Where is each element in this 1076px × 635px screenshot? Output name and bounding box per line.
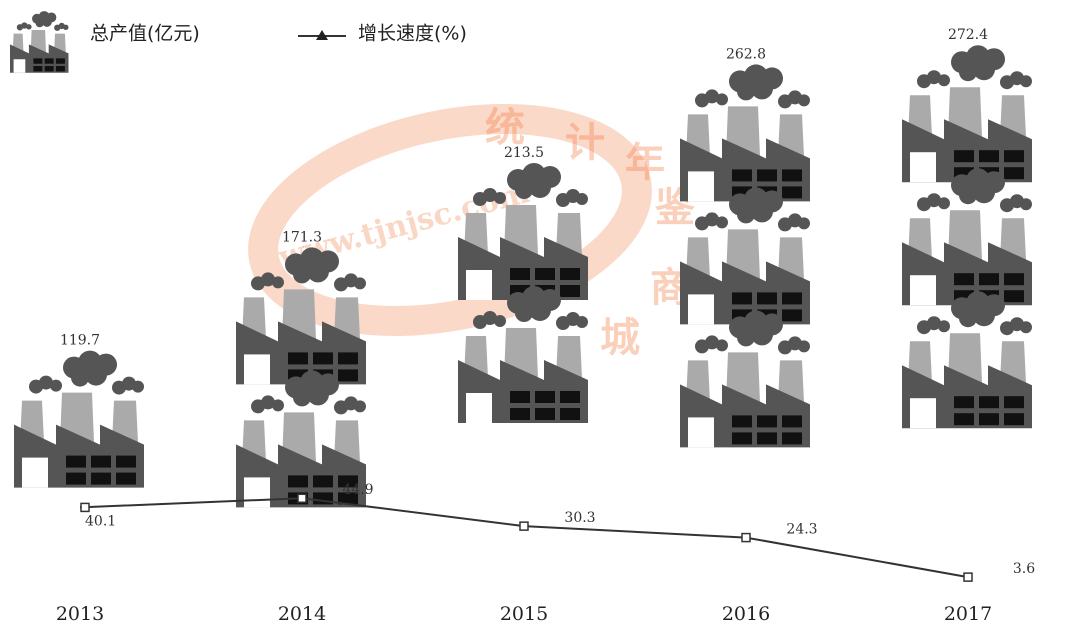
growth-marker xyxy=(963,572,973,582)
growth-marker xyxy=(297,493,307,503)
watermark-ring xyxy=(248,104,652,336)
growth-label: 24.3 xyxy=(786,522,817,538)
value-label: 119.7 xyxy=(60,333,100,349)
legend: 总产值(亿元) 增长速度(%) xyxy=(10,11,467,73)
growth-line xyxy=(79,497,969,579)
growth-marker xyxy=(80,502,90,513)
watermark: 年 xyxy=(625,140,665,186)
factory-icon xyxy=(902,168,1032,306)
x-tick-label: 2017 xyxy=(944,603,992,625)
factory-stack xyxy=(902,45,1032,429)
value-label: 213.5 xyxy=(504,145,544,161)
factory-icon xyxy=(458,163,588,300)
value-label: 272.4 xyxy=(948,27,988,43)
value-label: 171.3 xyxy=(282,229,322,245)
watermark: 城 xyxy=(600,315,640,361)
watermark: 统 xyxy=(485,105,525,151)
x-tick-label: 2016 xyxy=(722,603,770,625)
growth-label: 44.9 xyxy=(342,482,373,498)
factory-icon xyxy=(902,291,1032,429)
factory-icon xyxy=(680,310,810,448)
growth-label: 3.6 xyxy=(1013,561,1035,577)
x-tick-label: 2013 xyxy=(56,603,104,625)
factory-icon xyxy=(902,45,1032,183)
factory-icon xyxy=(680,64,810,202)
legend-label: 总产值(亿元) xyxy=(90,23,200,45)
growth-label: 30.3 xyxy=(564,510,595,526)
growth-label: 40.1 xyxy=(85,513,116,529)
factory-stack xyxy=(14,350,144,488)
x-tick-label: 2015 xyxy=(500,603,548,625)
growth-marker xyxy=(741,532,751,543)
watermark: 计 xyxy=(565,120,605,166)
growth-marker xyxy=(519,521,529,531)
legend-marker xyxy=(316,30,328,40)
legend-label: 增长速度(%) xyxy=(358,23,467,45)
factory-icon xyxy=(680,187,810,325)
factory-stack xyxy=(680,64,810,448)
factory-icon xyxy=(14,350,144,488)
x-tick-label: 2014 xyxy=(278,603,326,625)
value-label: 262.8 xyxy=(726,46,766,62)
